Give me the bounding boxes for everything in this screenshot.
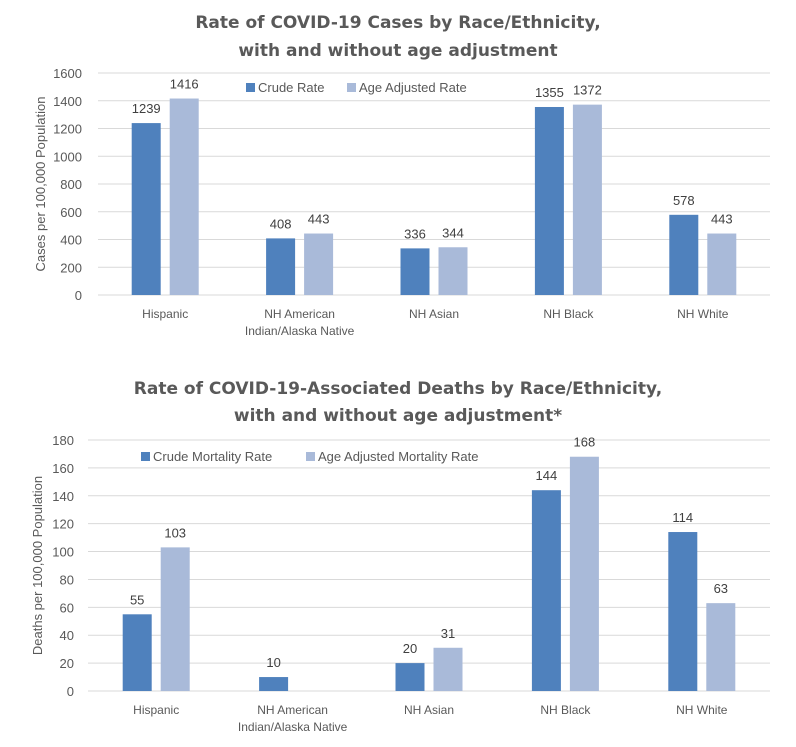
- data-label: 10: [266, 655, 280, 670]
- bar-adjusted: [569, 456, 599, 691]
- x-tick-label: NH American: [257, 703, 328, 717]
- bar-adjusted: [433, 647, 463, 691]
- data-label: 1372: [573, 83, 602, 98]
- bar-adjusted: [169, 98, 199, 295]
- bar-crude: [400, 248, 430, 295]
- bar-adjusted: [572, 104, 602, 295]
- x-tick-label: NH American: [264, 307, 335, 321]
- y-tick-label: 1600: [53, 66, 82, 81]
- x-tick-label: Hispanic: [142, 307, 188, 321]
- y-tick-label: 80: [60, 572, 74, 587]
- data-label: 336: [404, 226, 426, 241]
- y-tick-label: 120: [52, 517, 74, 532]
- data-label: 114: [672, 510, 693, 525]
- legend-label: Age Adjusted Mortality Rate: [318, 449, 478, 464]
- bar-crude: [266, 238, 296, 295]
- data-label: 31: [441, 626, 455, 641]
- data-label: 1355: [535, 85, 564, 100]
- data-label: 443: [711, 212, 733, 227]
- chart-title: with and without age adjustment*: [234, 406, 562, 426]
- data-label: 1416: [170, 77, 199, 92]
- y-tick-label: 0: [67, 684, 74, 699]
- y-tick-label: 40: [60, 628, 74, 643]
- data-label: 578: [673, 193, 695, 208]
- y-tick-label: 1200: [53, 122, 82, 137]
- legend-label: Age Adjusted Rate: [359, 80, 467, 95]
- legend-swatch: [347, 83, 356, 92]
- bar-crude: [131, 123, 161, 296]
- y-tick-label: 180: [52, 433, 74, 448]
- chart-1: Rate of COVID-19 Cases by Race/Ethnicity…: [33, 13, 770, 338]
- bar-crude: [122, 614, 152, 691]
- data-label: 443: [308, 212, 330, 227]
- data-label: 1239: [132, 101, 161, 116]
- data-label: 103: [164, 525, 186, 540]
- x-tick-label: NH Asian: [404, 703, 454, 717]
- legend-swatch: [246, 83, 255, 92]
- bar-crude: [531, 490, 561, 691]
- x-tick-label: NH Black: [540, 703, 591, 717]
- chart-title: with and without age adjustment: [238, 41, 557, 61]
- bar-adjusted: [438, 247, 468, 295]
- y-tick-label: 160: [52, 461, 74, 476]
- x-tick-label: NH Black: [543, 307, 594, 321]
- x-tick-label: Indian/Alaska Native: [238, 720, 348, 734]
- bar-crude: [534, 106, 564, 296]
- bar-adjusted: [160, 547, 190, 691]
- y-tick-label: 200: [60, 260, 82, 275]
- x-tick-label: NH White: [677, 307, 729, 321]
- legend-label: Crude Mortality Rate: [153, 449, 272, 464]
- data-label: 55: [130, 592, 144, 607]
- data-label: 168: [574, 435, 596, 450]
- y-tick-label: 60: [60, 600, 74, 615]
- data-label: 63: [714, 581, 728, 596]
- bar-crude: [259, 677, 289, 691]
- y-tick-label: 400: [60, 233, 82, 248]
- y-tick-label: 1000: [53, 149, 82, 164]
- x-tick-label: NH White: [676, 703, 728, 717]
- y-axis-label: Cases per 100,000 Population: [33, 97, 48, 272]
- x-tick-label: Indian/Alaska Native: [245, 324, 355, 338]
- y-tick-label: 600: [60, 205, 82, 220]
- chart-title: Rate of COVID-19-Associated Deaths by Ra…: [134, 379, 662, 399]
- bar-crude: [668, 532, 698, 691]
- data-label: 20: [403, 641, 417, 656]
- y-tick-label: 0: [75, 288, 82, 303]
- y-tick-label: 20: [60, 656, 74, 671]
- x-tick-label: Hispanic: [133, 703, 179, 717]
- bar-crude: [395, 663, 425, 691]
- y-tick-label: 140: [52, 489, 74, 504]
- chart-title: Rate of COVID-19 Cases by Race/Ethnicity…: [195, 13, 600, 33]
- data-label: 344: [442, 225, 464, 240]
- chart-2: Rate of COVID-19-Associated Deaths by Ra…: [30, 379, 770, 734]
- data-label: 144: [536, 468, 558, 483]
- data-label: 408: [270, 216, 292, 231]
- bar-adjusted: [706, 603, 736, 691]
- y-tick-label: 800: [60, 177, 82, 192]
- y-tick-label: 1400: [53, 94, 82, 109]
- bar-adjusted: [304, 233, 334, 295]
- y-tick-label: 100: [52, 545, 74, 560]
- legend-label: Crude Rate: [258, 80, 324, 95]
- bar-adjusted: [707, 233, 737, 295]
- x-tick-label: NH Asian: [409, 307, 459, 321]
- legend-swatch: [141, 452, 150, 461]
- y-axis-label: Deaths per 100,000 Population: [30, 476, 45, 655]
- legend-swatch: [306, 452, 315, 461]
- bar-crude: [669, 214, 699, 295]
